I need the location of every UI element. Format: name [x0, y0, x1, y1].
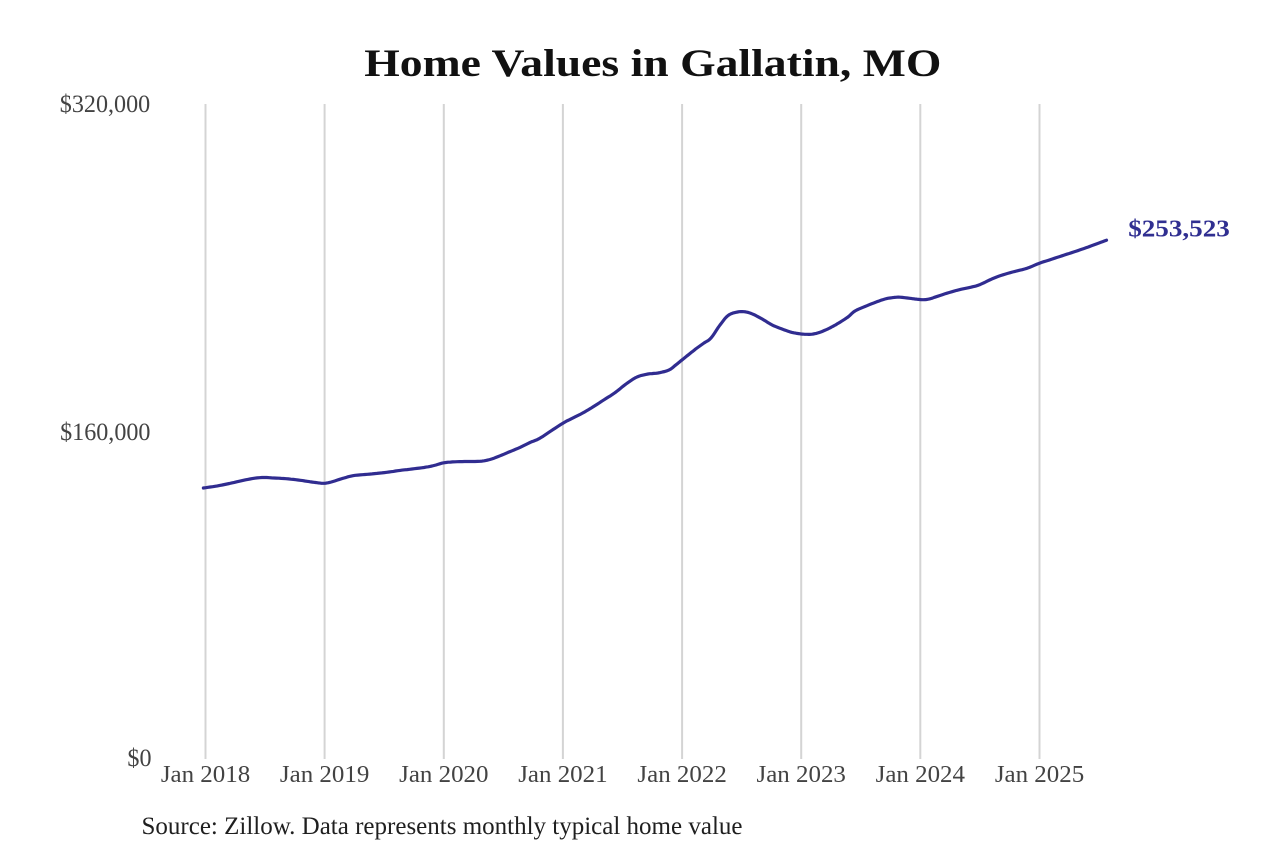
svg-text:$160,000: $160,000: [60, 418, 150, 445]
svg-text:Source: Zillow. Data represent: Source: Zillow. Data represents monthly …: [142, 813, 743, 840]
svg-text:$253,523: $253,523: [1128, 215, 1230, 242]
svg-text:$0: $0: [127, 745, 151, 772]
svg-text:Jan 2022: Jan 2022: [637, 761, 726, 787]
svg-text:Jan 2019: Jan 2019: [280, 761, 369, 787]
svg-text:$320,000: $320,000: [60, 91, 150, 118]
svg-text:Jan 2024: Jan 2024: [876, 761, 965, 787]
svg-text:Home Values in Gallatin, MO: Home Values in Gallatin, MO: [364, 42, 941, 85]
svg-text:Jan 2025: Jan 2025: [995, 761, 1084, 787]
svg-text:Jan 2020: Jan 2020: [399, 761, 488, 787]
svg-text:Jan 2018: Jan 2018: [161, 761, 250, 787]
svg-text:Jan 2023: Jan 2023: [757, 761, 846, 787]
svg-text:Jan 2021: Jan 2021: [518, 761, 607, 787]
